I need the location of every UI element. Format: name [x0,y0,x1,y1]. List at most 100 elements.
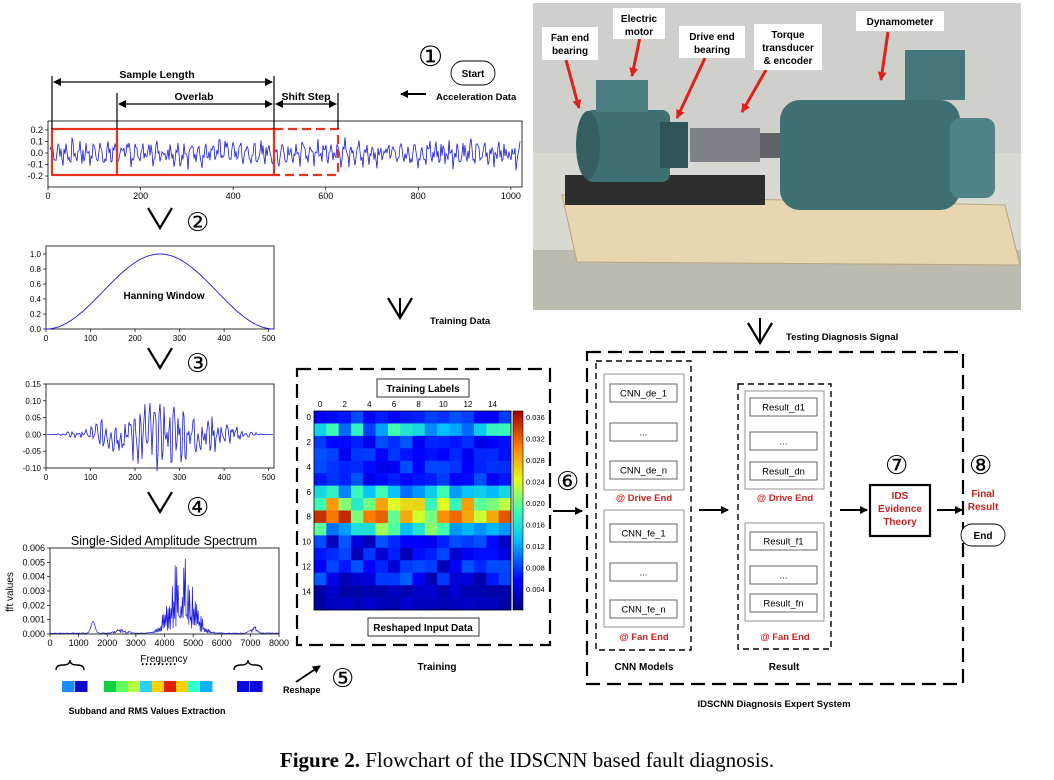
model-box [609,523,678,543]
reshape-arrow [295,665,321,683]
heatmap-cell [412,572,426,586]
subband-cell [104,681,117,692]
y-tick-label: 0.2 [30,125,43,135]
ids-line-3: Theory [883,517,917,528]
heatmap-cell [375,498,389,511]
heatmap-cell [387,547,401,561]
shift-step-label: Shift Step [282,91,331,103]
heatmap-cell [424,547,438,561]
x-tick-label: 0 [47,638,52,648]
figure-caption: Figure 2. Flowchart of the IDSCNN based … [0,748,1054,773]
training-labels-box [376,378,470,398]
heatmap-cell [498,585,512,598]
heatmap-cell [338,510,352,524]
y-tick-label: 0.10 [25,397,41,406]
heatmap-cell [350,435,364,449]
training-section: Training Labels 0 2 4 6 8 10 12 14 02468101214 … [295,367,552,673]
heatmap-cell [486,547,499,561]
heatmap-cell [400,535,413,549]
heatmap-cell [326,522,339,536]
model-box-label: CNN_de_n [620,466,667,477]
heatmap-cell [363,547,376,561]
y-tick-label: -0.2 [27,171,43,181]
heatmap-cell [424,585,438,598]
heatmap-cell [314,597,327,611]
torque-label-2: transducer [762,43,814,54]
colorbar-ticks: 0.036 0.032 0.028 0.024 0.020 0.016 0.012 0.008… [526,413,545,594]
heatmap-cell [412,597,426,611]
model-box [609,562,678,582]
y-tick-label: 0.0 [30,148,43,158]
heatmap-cell [363,572,376,586]
heatmap-cell [449,585,463,598]
heatmap-cell [375,473,389,486]
heatmap-cell [498,473,512,486]
heatmap-cell [375,460,389,474]
heatmap-cell [400,522,413,536]
heatmap-cell [326,597,339,611]
motor-label-2: motor [625,27,653,38]
heatmap-cell [375,411,389,424]
heatmap-cell [375,547,389,561]
segmentation-x-ticks: 0 200 400 600 800 1000 [45,187,521,201]
heatmap-cell [350,460,364,474]
heatmap-y-tick: 14 [302,587,311,596]
heatmap-x-tick: 8 [416,400,421,409]
colorbar-tick: 0.004 [526,585,545,594]
heatmap-cell [338,547,352,561]
idscnn-system: CNN_de_1...CNN_de_n CNN_fe_1...CNN_fe_n … [585,350,965,710]
heatmap-y-ticks: 0 2 4 6 8 10 12 14 [302,413,311,596]
subband-cell [152,681,165,692]
training-data-label: Training Data [430,316,491,327]
fan-end-label-1: Fan end [551,33,589,44]
y-tick-label: 0.8 [30,265,42,274]
heatmap-cell [326,460,339,474]
heatmap-cell [486,423,499,437]
model-box [749,565,818,585]
heatmap-cell [474,448,487,462]
heatmap-cell [474,535,487,549]
heatmap-cell [338,560,352,573]
step-2-number: ② [186,207,209,237]
colorbar-tick: 0.008 [526,564,545,573]
x-tick-label: 300 [173,473,187,482]
heatmap-cell [449,473,463,486]
model-box [609,383,678,403]
heatmap-cell [461,498,475,511]
heatmap-cell [400,460,413,474]
heatmap-cell [314,498,327,511]
y-tick-label: -0.05 [23,447,42,456]
heatmap-cell [424,535,438,549]
heatmap-cell [350,473,364,486]
heatmap-cell [449,460,463,474]
final-result-line-1: Final [971,489,995,500]
ids-evidence-box [868,483,932,538]
heatmap-cell [387,560,401,573]
heatmap-cell [449,535,463,549]
heatmap-cell [350,597,364,611]
y-tick-label: 0.000 [22,629,45,639]
dynamometer-cap [950,118,995,198]
cnn-de-boxes: CNN_de_1... CNN_de_n [609,383,678,480]
training-labels-title: Training Labels [386,384,460,395]
heatmap-cell [449,572,463,586]
segmentation-plot: 0.2 0.10.0 -0.1-0.2 0 200 400 600 800 1000 Samp… [27,69,523,201]
spectrum-plot: Single-Sided Amplitude Spectrum 0.0060.0… [5,534,289,665]
x-tick-label: 200 [128,473,142,482]
heatmap-cell [350,423,364,437]
x-tick-label: 0 [44,334,49,343]
x-tick-label: 0 [44,473,49,482]
y-tick-label: 0.006 [22,543,45,553]
heatmap-cell [412,547,426,561]
heatmap-cell [338,597,352,611]
heatmap-cell [474,498,487,511]
heatmap-cell [437,460,450,474]
heatmap-cell [338,498,352,511]
heatmap-cell [461,522,475,536]
heatmap-cell [350,585,364,598]
heatmap-cell [461,411,475,424]
heatmap-cell [486,522,499,536]
heatmap-cell [400,597,413,611]
heatmap-cell [326,585,339,598]
spectrum-x-ticks: 0 1000 2000 3000 4000 5000 6000 7000 8000 [47,634,289,648]
